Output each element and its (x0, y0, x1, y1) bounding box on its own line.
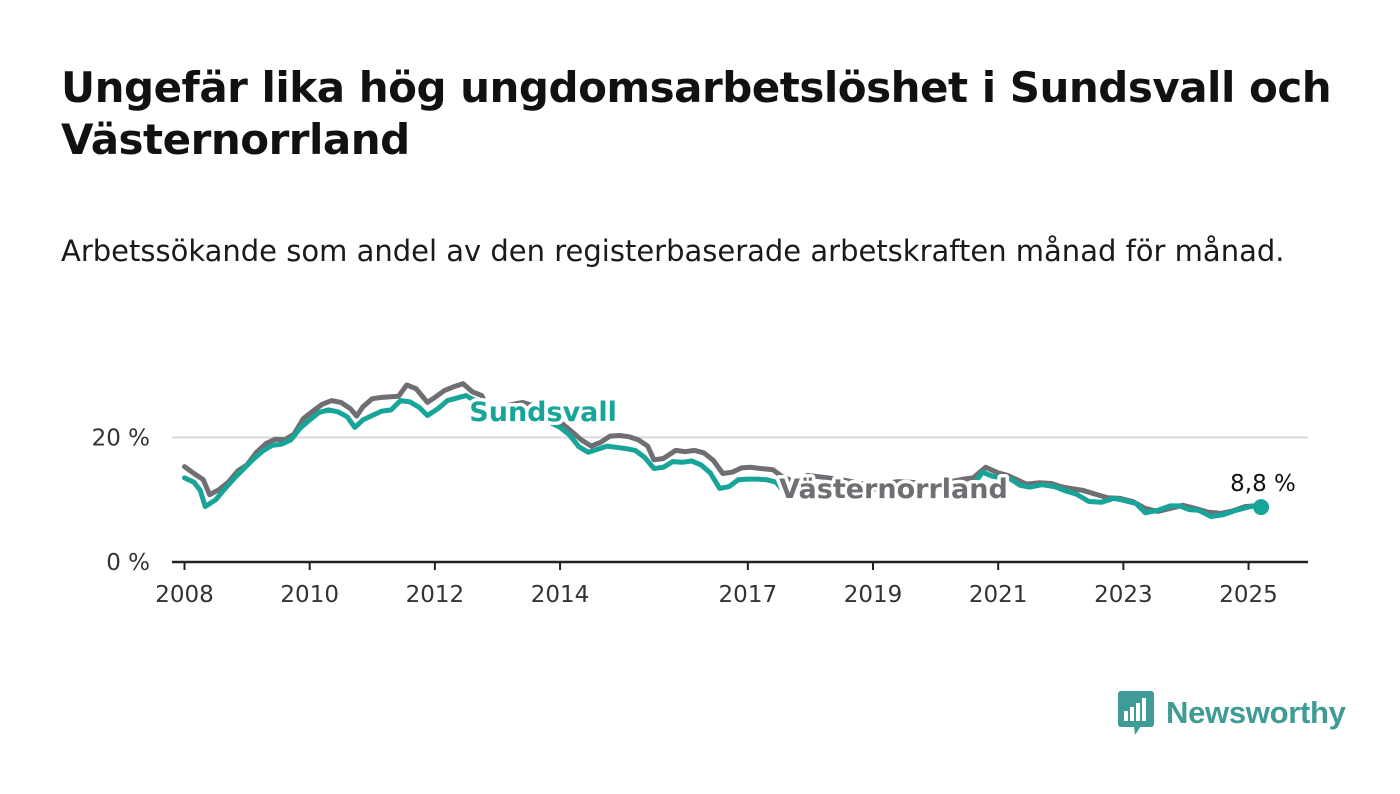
chart-title: Ungefär lika hög ungdomsarbetslöshet i S… (61, 63, 1332, 164)
series-lines (182, 381, 1264, 519)
series-label-sundsvall: Sundsvall (469, 397, 617, 428)
bar-chart-speech-bubble-icon (1118, 691, 1154, 735)
x-tick-label: 2019 (844, 582, 903, 608)
y-tick-label: 20 % (92, 425, 150, 451)
axes: 0 % 20 % 2008 2010 2012 2014 2017 2019 2021 2023 2… (92, 425, 1308, 608)
x-tick-label: 2025 (1219, 582, 1278, 608)
series-label-västernorrland: Västernorrland (779, 474, 1008, 505)
series-labels: Västernorrland Sundsvall 8,8 % (466, 394, 1296, 516)
x-tick-label: 2012 (406, 582, 465, 608)
brand-name: Newsworthy (1166, 695, 1346, 730)
x-tick-label: 2008 (155, 582, 214, 608)
x-tick-label: 2021 (969, 582, 1028, 608)
series-line-västernorrland (182, 381, 1258, 516)
brand-logo[interactable]: Newsworthy (1118, 690, 1346, 736)
series-line-sundsvall (182, 393, 1264, 519)
x-tick-label: 2017 (719, 582, 778, 608)
x-tick-label: 2010 (280, 582, 339, 608)
end-value-label: 8,8 % (1230, 471, 1296, 497)
y-tick-label: 0 % (106, 550, 150, 576)
x-tick-label: 2023 (1094, 582, 1153, 608)
end-point-marker (1253, 499, 1270, 516)
x-tick-label: 2014 (531, 582, 590, 608)
chart-subtitle: Arbetssökande som andel av den registerb… (61, 234, 1285, 268)
